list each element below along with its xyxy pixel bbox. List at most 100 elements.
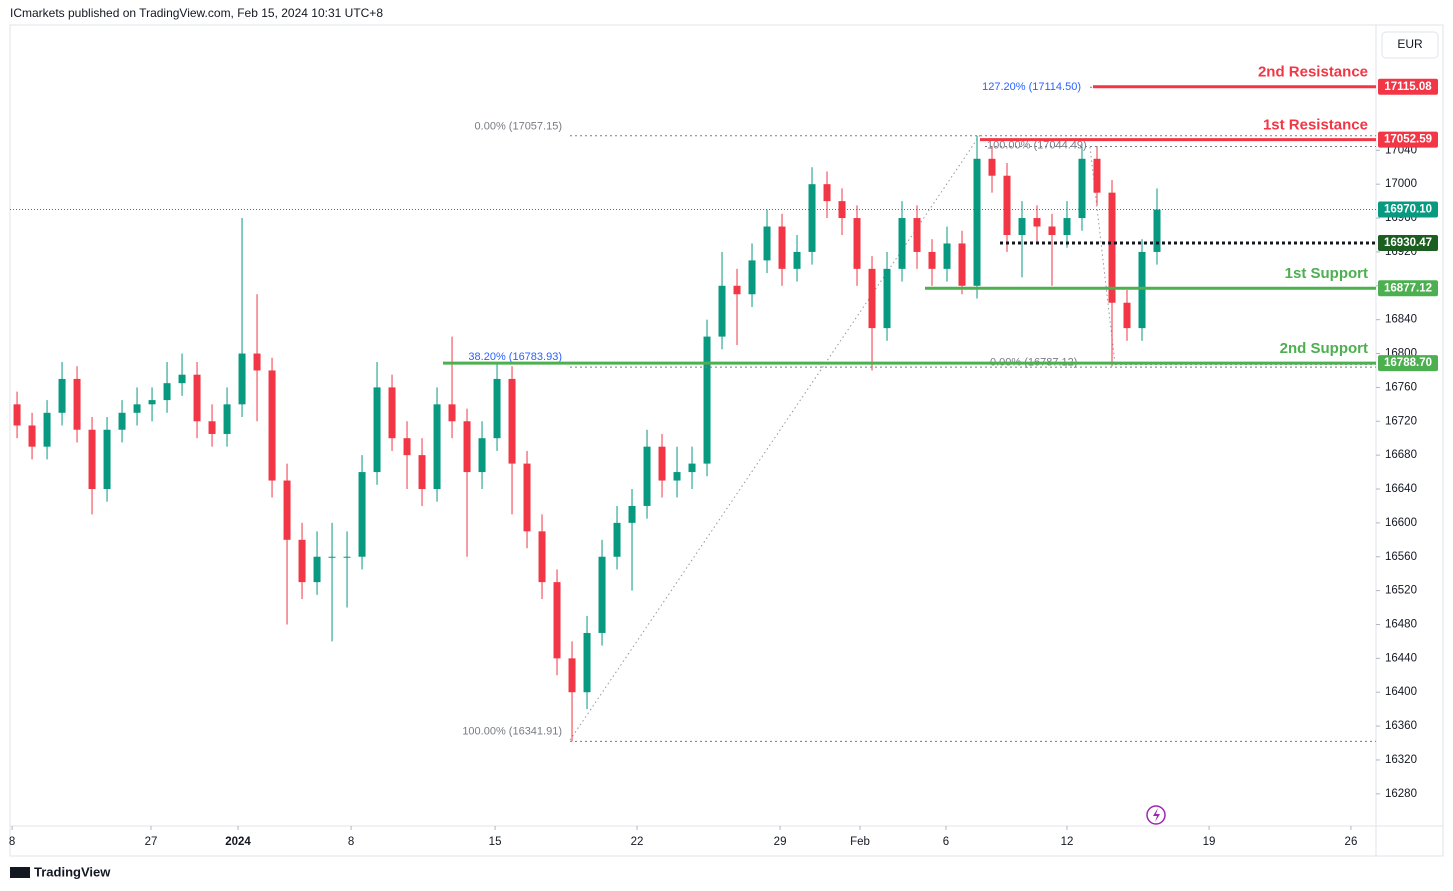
fib-label: 38.20% (16783.93) <box>468 351 562 363</box>
candle-body <box>748 260 756 295</box>
candle-body <box>253 353 261 371</box>
y-tick-label: 16680 <box>1385 449 1417 461</box>
price-badge <box>1378 201 1438 218</box>
y-tick-label: 16560 <box>1385 551 1417 563</box>
candle-body <box>1078 158 1086 219</box>
candle-body <box>403 438 411 456</box>
price-badge <box>1378 280 1438 297</box>
candle-body <box>283 480 291 540</box>
candle-body <box>898 218 906 269</box>
price-badge <box>1378 235 1438 252</box>
candle-body <box>778 226 786 269</box>
currency-button[interactable] <box>1381 31 1439 59</box>
candle-body <box>988 158 996 176</box>
candle-body <box>268 370 276 481</box>
candle-body <box>1063 218 1071 235</box>
price-badge-label: 16877.12 <box>1384 282 1432 294</box>
candle-body <box>373 387 381 473</box>
candle-body <box>973 158 981 286</box>
level-name: 2nd Support <box>1280 340 1368 357</box>
candle-body <box>673 472 681 481</box>
candle-body <box>583 632 591 693</box>
x-tick-label: 8 <box>9 836 15 848</box>
candle-body <box>238 353 246 405</box>
candle-body <box>13 404 21 426</box>
candle-body <box>343 556 351 558</box>
fib-label: 100.00% (16341.91) <box>462 725 562 737</box>
fib-label: 100.00% (17044.49) <box>987 139 1087 151</box>
price-badge-label: 16930.47 <box>1384 237 1432 249</box>
candle-body <box>1093 158 1101 193</box>
y-tick-label: 16760 <box>1385 381 1417 393</box>
candle-body <box>613 522 621 557</box>
x-tick-label: 6 <box>943 836 949 848</box>
x-tick-label: 19 <box>1203 836 1216 848</box>
plot-layer: 16280 16320 16360 16400 16440 16480 16520 16560… <box>9 64 1438 848</box>
x-tick-label: 22 <box>631 836 644 848</box>
y-tick-label: 16840 <box>1385 314 1417 326</box>
candle-body <box>118 412 126 430</box>
candle-body <box>178 374 186 384</box>
candle-body <box>643 446 651 506</box>
x-tick-label: 2024 <box>225 836 251 848</box>
y-tick-label: 17000 <box>1385 178 1417 190</box>
candle-body <box>733 285 741 295</box>
y-tick-label: 16520 <box>1385 585 1417 597</box>
candle-body <box>958 243 966 286</box>
candle-body <box>478 438 486 473</box>
y-tick-label: 16360 <box>1385 720 1417 732</box>
candle-body <box>1153 209 1161 252</box>
candle-body <box>223 404 231 434</box>
level-name: 1st Support <box>1285 265 1368 282</box>
candle-body <box>658 446 666 481</box>
y-tick-label: 16280 <box>1385 788 1417 800</box>
level-name: 2nd Resistance <box>1258 64 1368 81</box>
tv-logo <box>10 867 30 878</box>
alert-icon[interactable] <box>1146 805 1166 825</box>
price-badge <box>1378 355 1438 372</box>
candle-body <box>853 218 861 269</box>
candle-body <box>628 505 636 523</box>
candle-body <box>1138 251 1146 329</box>
price-badge <box>1378 131 1438 148</box>
x-tick-label: 12 <box>1061 836 1074 848</box>
x-tick-label: 8 <box>348 836 354 848</box>
price-badge-label: 17052.59 <box>1384 134 1432 146</box>
y-tick-label: 16920 <box>1385 246 1417 258</box>
candle-body <box>913 218 921 252</box>
candle-body <box>568 658 576 693</box>
candle-body <box>58 378 66 413</box>
y-tick-label: 16600 <box>1385 517 1417 529</box>
candle-body <box>523 463 531 532</box>
candle-body <box>463 421 471 473</box>
price-badge-label: 16970.10 <box>1384 204 1432 216</box>
candle-body <box>73 378 81 430</box>
footer: TradingView <box>34 864 111 879</box>
x-tick-label: 27 <box>145 836 158 848</box>
candle-body <box>1018 218 1026 235</box>
price-badge-label: 16788.70 <box>1384 357 1432 369</box>
candle-body <box>598 556 606 633</box>
candle-body <box>508 378 516 464</box>
candle-body <box>163 383 171 401</box>
candle-body <box>763 226 771 261</box>
candle-body <box>1003 175 1011 235</box>
candle-body <box>883 268 891 329</box>
candle-body <box>688 463 696 473</box>
candle-body <box>553 582 561 659</box>
fib-label: 127.20% (17114.50) <box>982 81 1081 93</box>
fib-label: 0.00% (17057.15) <box>475 121 562 133</box>
x-tick-label: Feb <box>850 836 870 848</box>
candle-body <box>208 421 216 434</box>
candle-body <box>193 374 201 422</box>
candle-body <box>808 184 816 252</box>
y-tick-label: 16400 <box>1385 686 1417 698</box>
candle-body <box>928 251 936 269</box>
candle-body <box>298 539 306 583</box>
price-badge <box>1378 78 1438 95</box>
candle-body <box>418 455 426 490</box>
candle-body <box>823 184 831 202</box>
y-tick-label: 16320 <box>1385 754 1417 766</box>
